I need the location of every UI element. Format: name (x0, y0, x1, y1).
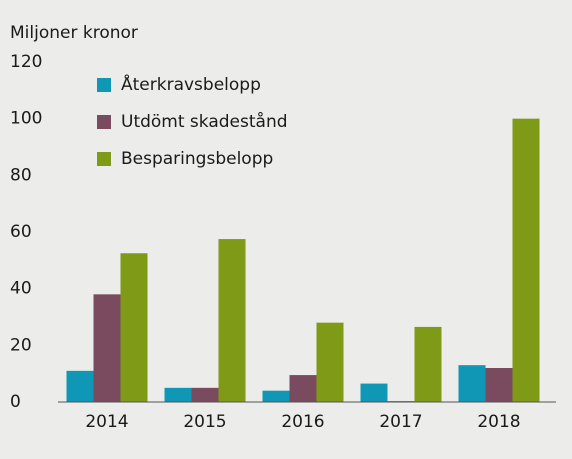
y-tick-label: 40 (10, 279, 32, 299)
bar (512, 118, 540, 403)
legend-swatch (97, 115, 111, 129)
legend-label: Besparingsbelopp (121, 149, 273, 169)
y-tick-label: 0 (10, 392, 21, 412)
bar (485, 368, 513, 402)
bar (414, 326, 442, 402)
x-tick-label: 2018 (477, 412, 520, 432)
y-tick-label: 80 (10, 165, 32, 185)
bar (93, 294, 121, 402)
legend-label: Utdömt skadestånd (121, 111, 288, 132)
bar (316, 322, 344, 402)
bar (360, 383, 388, 402)
legend-label: Återkravsbelopp (121, 73, 261, 95)
bar (218, 239, 246, 402)
y-axis-label: Miljoner kronor (10, 23, 138, 43)
x-tick-label: 2016 (281, 412, 324, 432)
y-tick-label: 100 (10, 109, 42, 129)
legend-swatch (97, 152, 111, 166)
bar (66, 370, 94, 402)
x-tick-label: 2014 (85, 412, 128, 432)
y-tick-label: 20 (10, 335, 32, 355)
y-tick-label: 120 (10, 52, 42, 72)
bar (164, 387, 192, 402)
bar (191, 387, 219, 402)
x-tick-label: 2015 (183, 412, 226, 432)
x-tick-label: 2017 (379, 412, 422, 432)
bar (120, 253, 148, 402)
bar (458, 365, 486, 402)
bar (289, 375, 317, 402)
bar (262, 390, 290, 402)
legend-swatch (97, 78, 111, 92)
y-tick-label: 60 (10, 222, 32, 242)
